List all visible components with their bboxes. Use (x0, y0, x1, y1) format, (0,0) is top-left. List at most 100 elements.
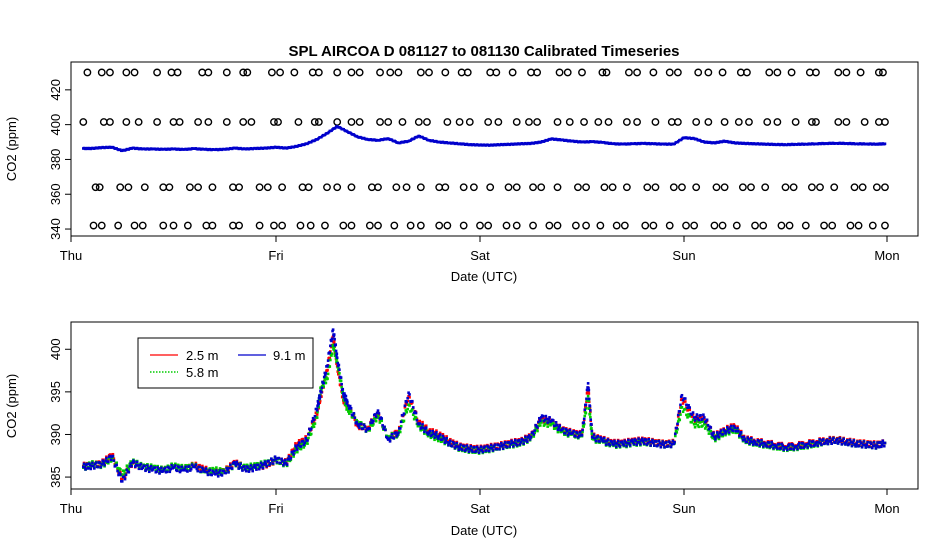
trace-segment (432, 432, 435, 436)
trace-segment (339, 379, 343, 383)
trace-segment (179, 467, 183, 471)
calibration-marker (294, 118, 303, 126)
trace-segment (747, 438, 750, 441)
trace-segment (882, 444, 886, 448)
trace-segment (538, 419, 542, 423)
trace-segment (313, 422, 317, 425)
trace-segment (551, 422, 555, 425)
trace-segment (553, 427, 557, 430)
trace-segment (627, 442, 631, 445)
trace-segment (341, 390, 345, 394)
data-point (120, 477, 124, 481)
trace-segment (268, 463, 271, 467)
data-point (680, 393, 684, 397)
trace-segment (562, 427, 565, 430)
calibration-marker (347, 221, 356, 230)
trace-segment (316, 404, 319, 408)
trace-segment (188, 465, 191, 468)
trace-segment (375, 411, 379, 415)
trace-segment (153, 466, 157, 469)
trace-segment (588, 404, 592, 408)
trace-segment (822, 438, 825, 441)
trace-segment (688, 406, 692, 409)
trace-segment (870, 446, 874, 450)
trace-segment (508, 445, 511, 448)
trace-segment (177, 466, 181, 469)
calibration-marker (820, 221, 828, 230)
trace-segment (168, 470, 172, 474)
trace-segment (225, 466, 228, 470)
calibration-marker (641, 221, 650, 230)
trace-segment (493, 443, 497, 447)
calibration-marker (773, 118, 782, 126)
trace-segment (477, 451, 481, 454)
trace-segment (545, 417, 549, 421)
calibration-marker (347, 68, 356, 77)
data-point (662, 443, 665, 446)
trace-segment (111, 454, 115, 458)
calibration-marker (106, 68, 114, 77)
calibration-marker (828, 221, 837, 230)
calibration-marker (314, 68, 323, 77)
trace-segment (343, 392, 346, 395)
trace-segment (874, 447, 878, 450)
trace-segment (133, 465, 137, 469)
bottom-y-axis-label: CO2 (ppm) (4, 374, 19, 438)
calibration-marker (165, 183, 174, 192)
trace-segment (873, 444, 877, 447)
trace-segment (272, 458, 276, 462)
trace-segment (119, 468, 122, 471)
trace-segment (854, 445, 857, 448)
calibration-marker (270, 221, 278, 230)
calibration-marker (355, 118, 364, 126)
calibration-marker (441, 68, 450, 77)
trace-segment (363, 425, 367, 429)
calibration-marker (734, 118, 743, 126)
calibration-marker (323, 183, 331, 192)
calibration-marker (710, 221, 719, 230)
trace-segment (201, 466, 204, 469)
trace-segment (492, 445, 496, 448)
trace-segment (312, 425, 316, 429)
trace-segment (795, 445, 798, 448)
trace-segment (591, 436, 595, 439)
trace-segment (675, 426, 679, 430)
trace-segment (671, 439, 675, 443)
trace-segment (739, 430, 743, 434)
trace-segment (859, 441, 863, 445)
trace-segment (335, 352, 339, 355)
trace-segment (736, 425, 739, 428)
trace-segment (338, 368, 341, 371)
trace-segment (531, 430, 535, 434)
trace-segment (866, 440, 869, 444)
trace-segment (322, 385, 325, 388)
trace-segment (214, 473, 217, 476)
trace-segment (679, 413, 682, 416)
trace-segment (415, 418, 419, 422)
calibration-marker (321, 221, 329, 230)
trace-segment (775, 447, 779, 450)
trace-segment (668, 441, 672, 445)
trace-segment (241, 469, 244, 472)
trace-segment (683, 397, 687, 400)
trace-segment (523, 439, 526, 442)
calibration-marker (492, 68, 501, 77)
trace-segment (465, 444, 469, 447)
trace-segment (347, 412, 351, 415)
y-tick-label: 420 (48, 79, 63, 101)
trace-segment (279, 461, 282, 465)
trace-segment (193, 465, 197, 469)
trace-segment (691, 418, 695, 422)
trace-segment (115, 461, 118, 465)
data-point (437, 434, 441, 438)
trace-segment (819, 441, 822, 445)
calibration-marker (649, 68, 658, 77)
trace-segment (332, 334, 336, 338)
bottom-x-axis-label: Date (UTC) (451, 523, 517, 538)
trace-segment (125, 468, 129, 472)
calibration-marker (465, 118, 474, 126)
calibration-marker (239, 68, 248, 77)
trace-segment (544, 416, 548, 419)
trace-segment (707, 432, 711, 435)
trace-segment (224, 471, 227, 475)
